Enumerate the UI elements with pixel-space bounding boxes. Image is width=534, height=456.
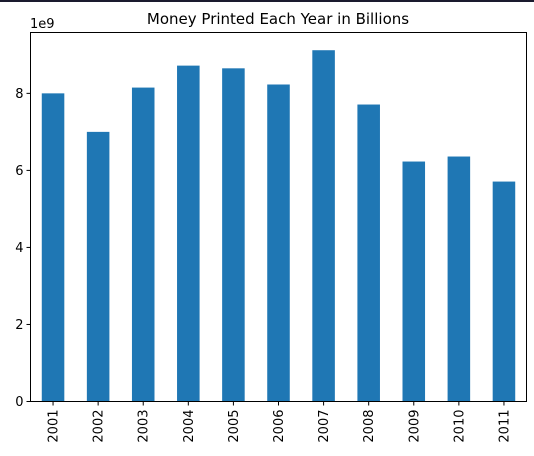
bar-2004 xyxy=(177,65,200,402)
plot-frame xyxy=(30,32,527,402)
x-tick-label-2006: 2006 xyxy=(272,410,287,443)
bar-2010 xyxy=(447,156,471,402)
bar-2009 xyxy=(402,161,426,402)
y-tick-label-4: 4 xyxy=(15,241,23,256)
y-offset-label: 1e9 xyxy=(30,17,55,32)
x-tick-label-2004: 2004 xyxy=(182,410,197,443)
x-tick-label-2007: 2007 xyxy=(317,410,332,443)
bar-2003 xyxy=(131,87,155,402)
x-tick-label-2008: 2008 xyxy=(362,410,377,443)
y-tick-label-6: 6 xyxy=(15,164,23,179)
y-tick-label-0: 0 xyxy=(15,395,23,410)
y-axis: 0 2 4 6 8 xyxy=(15,87,31,410)
bar-2005 xyxy=(222,68,245,402)
bar-2008 xyxy=(357,104,380,402)
bar-2011 xyxy=(492,181,516,402)
x-tick-label-2003: 2003 xyxy=(137,410,152,443)
x-tick-label-2011: 2011 xyxy=(497,410,512,443)
bars-group xyxy=(41,50,516,402)
bar-2001 xyxy=(41,93,65,402)
y-tick-label-8: 8 xyxy=(15,87,23,102)
x-axis: 2001 2002 2003 2004 2005 2006 2007 2008 2009 2010… xyxy=(47,401,512,443)
chart-title: Money Printed Each Year in Billions xyxy=(147,10,409,28)
x-tick-label-2002: 2002 xyxy=(92,410,107,443)
x-tick-label-2005: 2005 xyxy=(227,410,242,443)
bar-2006 xyxy=(267,84,290,402)
x-tick-label-2009: 2009 xyxy=(407,410,422,443)
x-tick-label-2010: 2010 xyxy=(452,410,467,443)
y-tick-label-2: 2 xyxy=(15,318,23,333)
bar-2007 xyxy=(312,50,335,402)
x-tick-label-2001: 2001 xyxy=(47,410,62,443)
bar-2002 xyxy=(86,131,110,402)
